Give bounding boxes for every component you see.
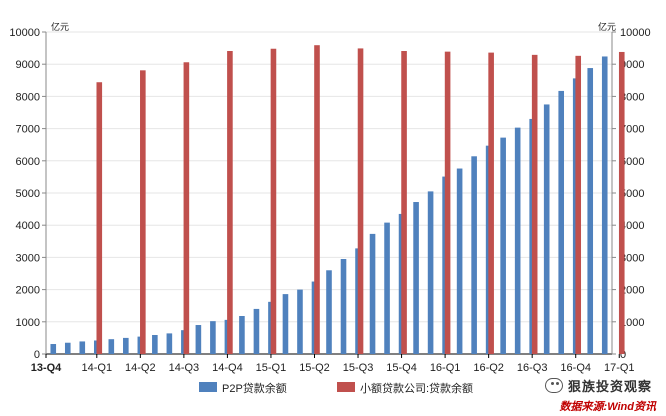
left-y-tick-label: 0 [34,349,40,361]
left-y-tick-label: 8000 [16,91,40,103]
bar-p2p [79,341,86,354]
bar-p2p [210,321,216,354]
bar-microcredit [488,52,494,355]
bar-microcredit [401,51,407,354]
right-axis-unit: 亿元 [598,21,616,32]
bar-microcredit [444,51,451,354]
bar-p2p [514,127,521,354]
bar-microcredit [227,51,233,354]
legend-swatch-microcredit [337,382,355,392]
data-source: 数据来源:Wind资讯 [559,401,656,413]
right-y-tick-label: 2000 [620,285,644,297]
x-tick-label: 16-Q1 [430,362,461,374]
bar-p2p [427,191,434,354]
x-tick-label: 17-Q1 [604,362,635,374]
bar-p2p [543,104,550,354]
bar-microcredit [575,55,582,354]
bar-p2p [326,270,332,354]
legend-label-p2p: P2P贷款余额 [222,381,287,395]
x-tick-label: 15-Q2 [299,362,330,374]
right-y-tick-label: 5000 [620,188,644,200]
right-y-tick-labels: 0 1000 2000 3000 4000 5000 6000 7000 8000 9000 100… [620,27,651,361]
bar-p2p [558,90,565,355]
x-tick-label: 14-Q4 [212,362,243,374]
bar-microcredit [140,70,146,354]
bar-p2p [297,289,303,354]
left-y-tick-label: 5000 [16,188,40,200]
bar-p2p [64,342,71,354]
bar-p2p [456,168,463,354]
legend-swatch-p2p [199,382,217,392]
series-p2p-bars [50,56,608,355]
legend-label-microcredit: 小额贷款公司:贷款余额 [360,381,473,395]
bar-p2p [108,339,115,354]
x-tick-label: 15-Q3 [343,362,374,374]
bar-p2p [340,259,347,354]
right-y-tick-label: 6000 [620,156,644,168]
bar-p2p [282,294,289,354]
left-y-tick-label: 1000 [16,317,40,329]
bar-p2p [369,233,376,354]
x-tick-label: 14-Q3 [169,362,200,374]
bar-p2p [500,137,506,354]
wechat-icon [544,378,563,393]
left-y-tick-label: 10000 [9,27,40,39]
right-y-tick-label: 4000 [620,220,644,232]
x-tick-label: 15-Q4 [386,362,417,374]
bar-p2p [587,68,594,354]
bar-microcredit [96,82,103,354]
bar-p2p [195,325,202,354]
bar-p2p [239,316,245,354]
left-y-tick-label: 3000 [16,252,40,264]
right-y-tick-label: 8000 [620,91,644,103]
bar-p2p [50,344,57,354]
bar-p2p [601,56,608,354]
left-y-tick-label: 9000 [16,59,40,71]
right-y-tick-label: 7000 [620,124,644,136]
left-y-tick-labels: 0 1000 2000 3000 4000 5000 6000 7000 8000 9000 100… [9,27,40,361]
bar-p2p [253,308,260,354]
right-y-tick-label: 0 [620,349,626,361]
bar-microcredit [270,48,277,355]
x-tick-labels: 13-Q4 14-Q1 14-Q2 14-Q3 14-Q4 15-Q1 15-Q2 15-Q3… [31,354,635,374]
bar-p2p [471,156,477,354]
left-axis-unit: 亿元 [51,21,69,32]
x-tick-label: 13-Q4 [31,362,62,374]
bar-p2p [123,337,129,354]
bar-microcredit [357,48,364,355]
right-y-tick-label: 10000 [620,27,651,39]
left-y-tick-label: 7000 [16,124,40,136]
bar-microcredit [618,51,625,355]
bar-p2p [152,335,158,354]
x-tick-label: 16-Q3 [517,362,548,374]
right-y-tick-label: 9000 [620,59,644,71]
series-microcredit-bars [96,45,625,355]
watermark: 狠族投资观察 [544,376,652,395]
x-tick-label: 14-Q2 [125,362,156,374]
bar-microcredit [531,54,538,355]
bar-microcredit [314,45,320,354]
left-y-tick-label: 4000 [16,220,40,232]
left-y-tick-label: 2000 [16,285,40,297]
right-y-tick-label: 1000 [620,317,644,329]
bar-p2p [166,333,173,354]
right-y-tick-label: 3000 [620,252,644,264]
x-tick-label: 14-Q1 [82,362,113,374]
left-y-tick-label: 6000 [16,156,40,168]
x-tick-label: 16-Q2 [473,362,504,374]
bar-p2p [384,222,390,354]
legend: P2P贷款余额 小额贷款公司:贷款余额 [199,381,473,395]
x-tick-label: 15-Q1 [256,362,287,374]
watermark-text: 狠族投资观察 [567,379,652,394]
bar-microcredit [183,62,190,355]
bar-p2p [413,202,419,354]
x-tick-label: 16-Q4 [560,362,591,374]
